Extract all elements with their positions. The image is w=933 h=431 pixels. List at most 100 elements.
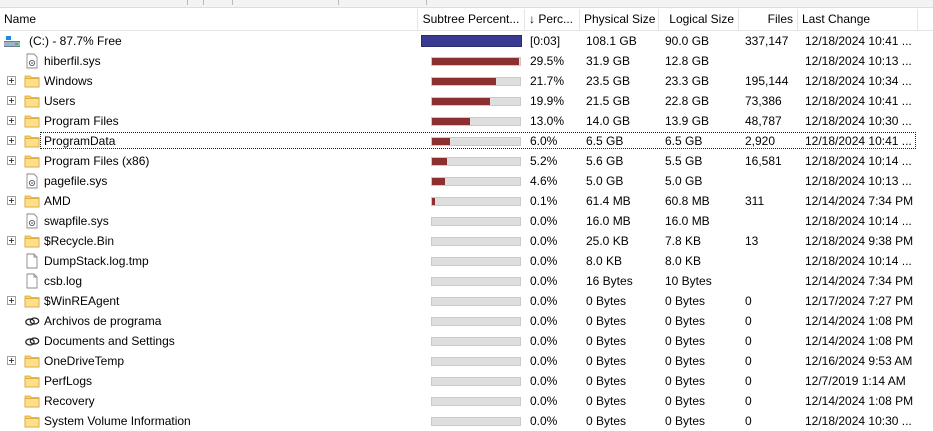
table-row[interactable]: System Volume Information 0.0% 0 Bytes 0 By… (0, 411, 933, 431)
column-header-last-change[interactable]: Last Change (798, 9, 918, 30)
logical-size: 23.3 GB (665, 74, 710, 88)
last-change: 12/18/2024 10:34 ... (805, 74, 912, 88)
physical-size: 25.0 KB (586, 234, 629, 248)
last-change: 12/14/2024 1:08 PM (805, 334, 914, 348)
column-header-physical-size[interactable]: Physical Size (580, 9, 659, 30)
table-row[interactable]: hiberfil.sys 29.5% 31.9 GB 12.8 GB 12/18/202… (0, 51, 933, 71)
percent: 4.6% (530, 174, 558, 188)
table-row[interactable]: ProgramData 6.0% 6.5 GB 6.5 GB 2,920 12/18/20… (0, 131, 933, 151)
expand-icon[interactable] (7, 236, 16, 245)
item-name: pagefile.sys (44, 174, 108, 188)
name-cell: pagefile.sys (0, 171, 416, 191)
expand-icon[interactable] (7, 136, 16, 145)
column-header-files[interactable]: Files (739, 9, 798, 30)
percent: 29.5% (530, 54, 565, 68)
item-name: Windows (44, 74, 93, 88)
last-change: 12/18/2024 10:13 ... (805, 54, 912, 68)
column-header-percent[interactable]: ↓ Perc... (525, 9, 580, 30)
folder-icon (24, 115, 40, 128)
table-row[interactable]: pagefile.sys 4.6% 5.0 GB 5.0 GB 12/18/2024 1… (0, 171, 933, 191)
item-name: Users (44, 94, 76, 108)
column-header-name[interactable]: Name (0, 9, 418, 30)
expand-icon[interactable] (7, 356, 16, 365)
name-cell: hiberfil.sys (0, 51, 416, 71)
toolbar-strip (0, 0, 933, 8)
table-row[interactable]: AMD 0.1% 61.4 MB 60.8 MB 311 12/14/2024 7:34 … (0, 191, 933, 211)
name-cell: Program Files (0, 111, 416, 131)
table-row[interactable]: Documents and Settings 0.0% 0 Bytes 0 Bytes… (0, 331, 933, 351)
physical-size: 21.5 GB (586, 94, 631, 108)
logical-size: 13.9 GB (665, 114, 710, 128)
table-row[interactable]: Program Files (x86) 5.2% 5.6 GB 5.5 GB 16,58… (0, 151, 933, 171)
files-count: 0 (745, 374, 752, 388)
logical-size: 0 Bytes (665, 394, 706, 408)
last-change: 12/18/2024 9:38 PM (805, 234, 914, 248)
logical-size: 8.0 KB (665, 254, 702, 268)
root-name-cell: (C:) - 87.7% Free (0, 31, 416, 51)
files-count (745, 51, 797, 71)
file-icon (26, 273, 38, 289)
table-row[interactable]: $Recycle.Bin 0.0% 25.0 KB 7.8 KB 13 12/18/202… (0, 231, 933, 251)
subtree-percent-bar (431, 317, 521, 326)
table-row[interactable]: csb.log 0.0% 16 Bytes 10 Bytes 12/14/2024 7:… (0, 271, 933, 291)
percent: 21.7% (530, 74, 565, 88)
item-name: Archivos de programa (44, 314, 162, 328)
table-row[interactable]: DumpStack.log.tmp 0.0% 8.0 KB 8.0 KB 12/18/2… (0, 251, 933, 271)
expand-icon[interactable] (7, 116, 16, 125)
root-label: (C:) - 87.7% Free (29, 34, 122, 48)
column-header-subtree-percent[interactable]: Subtree Percent... (418, 9, 525, 30)
item-name: OneDriveTemp (44, 354, 125, 368)
expand-icon[interactable] (7, 76, 16, 85)
table-row[interactable]: OneDriveTemp 0.0% 0 Bytes 0 Bytes 0 12/16/202… (0, 351, 933, 371)
table-row[interactable]: Recovery 0.0% 0 Bytes 0 Bytes 0 12/14/2024 1:… (0, 391, 933, 411)
table-row[interactable]: Users 19.9% 21.5 GB 22.8 GB 73,386 12/18/2024… (0, 91, 933, 111)
logical-size: 6.5 GB (665, 134, 703, 148)
physical-size: 0 Bytes (586, 354, 627, 368)
table-row[interactable]: swapfile.sys 0.0% 16.0 MB 16.0 MB 12/18/2024… (0, 211, 933, 231)
physical-size: 0 Bytes (586, 374, 627, 388)
expand-icon[interactable] (7, 296, 16, 305)
folder-icon (24, 295, 40, 308)
subtree-percent-bar (431, 337, 521, 346)
physical-size: 5.0 GB (586, 174, 624, 188)
table-row[interactable]: Archivos de programa 0.0% 0 Bytes 0 Bytes 0 1… (0, 311, 933, 331)
column-header-logical-size[interactable]: Logical Size (659, 9, 739, 30)
subtree-percent-bar (431, 177, 521, 186)
table-row[interactable]: PerfLogs 0.0% 0 Bytes 0 Bytes 0 12/7/2019 1:1… (0, 371, 933, 391)
item-name: ProgramData (44, 134, 116, 148)
physical-size: 14.0 GB (586, 114, 631, 128)
name-cell: Documents and Settings (0, 331, 416, 351)
subtree-percent-fill (432, 158, 448, 165)
logical-size: 0 Bytes (665, 414, 706, 428)
item-name: PerfLogs (44, 374, 93, 388)
name-cell: System Volume Information (0, 411, 416, 431)
subtree-percent-fill (432, 198, 435, 205)
subtree-percent-bar (431, 277, 521, 286)
folder-icon (24, 415, 40, 428)
root-physical-size: 108.1 GB (586, 34, 637, 48)
expand-icon[interactable] (7, 156, 16, 165)
subtree-percent-bar (431, 217, 521, 226)
expand-icon[interactable] (7, 196, 16, 205)
files-count: 0 (745, 334, 752, 348)
table-row[interactable]: $WinREAgent 0.0% 0 Bytes 0 Bytes 0 12/17/2024… (0, 291, 933, 311)
column-header: Name Subtree Percent... ↓ Perc... Physic… (0, 9, 933, 31)
table-row[interactable]: Program Files 13.0% 14.0 GB 13.9 GB 48,787 12… (0, 111, 933, 131)
name-cell: Recovery (0, 391, 416, 411)
expand-icon[interactable] (7, 96, 16, 105)
last-change: 12/14/2024 1:08 PM (805, 314, 914, 328)
root-logical-size: 90.0 GB (665, 34, 710, 48)
subtree-percent-bar (431, 137, 521, 146)
files-count: 73,386 (745, 94, 782, 108)
item-name: swapfile.sys (44, 214, 109, 228)
subtree-percent-bar (431, 77, 521, 86)
physical-size: 6.5 GB (586, 134, 624, 148)
logical-size: 16.0 MB (665, 214, 710, 228)
physical-size: 61.4 MB (586, 194, 631, 208)
table-row[interactable]: Windows 21.7% 23.5 GB 23.3 GB 195,144 12/18/2… (0, 71, 933, 91)
physical-size: 0 Bytes (586, 394, 627, 408)
logical-size: 60.8 MB (665, 194, 710, 208)
percent: 0.0% (530, 374, 558, 388)
logical-size: 22.8 GB (665, 94, 710, 108)
root-row[interactable]: (C:) - 87.7% Free [0:03] 108.1 GB 90.0 G… (0, 31, 933, 51)
